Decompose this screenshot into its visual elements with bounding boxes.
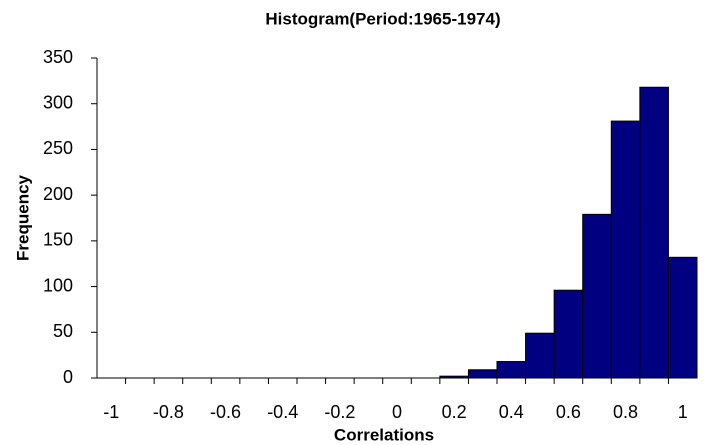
bar bbox=[525, 332, 555, 379]
bar bbox=[582, 213, 612, 379]
y-tick-label: 300 bbox=[43, 92, 73, 112]
y-tick-label: 100 bbox=[43, 275, 73, 295]
x-tick-label: 0.6 bbox=[556, 402, 581, 422]
y-tick-label: 200 bbox=[43, 184, 73, 204]
x-tick-label: 0 bbox=[392, 402, 402, 422]
y-axis-title: Frequency bbox=[13, 174, 32, 261]
bar bbox=[667, 256, 698, 379]
chart-title: Histogram(Period:1965-1974) bbox=[265, 9, 500, 28]
y-tick-label: 50 bbox=[53, 321, 73, 341]
x-tick-label: -0.4 bbox=[267, 402, 298, 422]
bar bbox=[639, 86, 669, 379]
x-tick-label: 0.2 bbox=[442, 402, 467, 422]
y-tick-label: 250 bbox=[43, 138, 73, 158]
x-tick-label: -0.8 bbox=[153, 402, 184, 422]
x-axis-title: Correlations bbox=[334, 425, 434, 444]
x-tick-label: 0.4 bbox=[499, 402, 524, 422]
y-tick-label: 350 bbox=[43, 47, 73, 67]
x-tick-label: 1 bbox=[678, 402, 688, 422]
bar bbox=[496, 361, 527, 379]
y-tick-label: 150 bbox=[43, 230, 73, 250]
y-tick-label: 0 bbox=[63, 367, 73, 387]
x-tick-label: -0.2 bbox=[324, 402, 355, 422]
bar bbox=[610, 120, 641, 379]
bar bbox=[553, 289, 584, 379]
x-tick-label: -1 bbox=[103, 402, 119, 422]
bar bbox=[467, 369, 498, 379]
x-tick-label: 0.8 bbox=[613, 402, 638, 422]
x-tick-label: -0.6 bbox=[210, 402, 241, 422]
